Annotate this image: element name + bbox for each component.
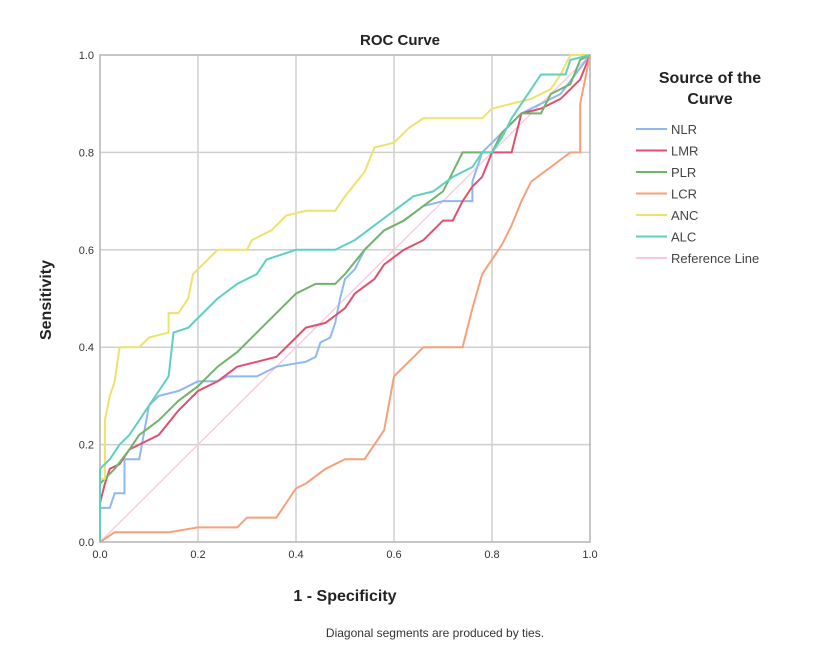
roc-line-alc <box>99 54 591 542</box>
x-tick-label: 0.4 <box>288 549 303 561</box>
legend: Source of the Curve NLR LMR PLR LCR ANC ALC Refe… <box>636 70 761 266</box>
plot-frame <box>99 54 591 543</box>
legend-item-label: ANC <box>671 208 698 223</box>
legend-item-label: Reference Line <box>671 251 759 266</box>
legend-title: Source of the <box>659 70 761 87</box>
legend-item-label: LCR <box>671 187 697 202</box>
x-tick-label: 0.2 <box>190 549 205 561</box>
y-tick-label: 0.6 <box>79 245 94 257</box>
legend-item-label: LMR <box>671 144 698 159</box>
roc-line-lmr <box>99 54 591 542</box>
y-tick-label: 0.4 <box>79 342 94 354</box>
x-tick-label: 1.0 <box>582 549 597 561</box>
legend-title: Curve <box>687 91 732 108</box>
legend-item-label: PLR <box>671 165 696 180</box>
y-tick-label: 0.8 <box>79 147 94 159</box>
roc-line-reference-line <box>99 54 591 543</box>
y-tick-label: 0.2 <box>79 440 94 452</box>
x-tick-label: 0.0 <box>92 549 107 561</box>
roc-line-lcr <box>99 54 591 543</box>
y-tick-label: 1.0 <box>79 50 94 62</box>
roc-line-anc <box>99 54 590 542</box>
y-axis-label: Sensitivity <box>38 260 55 340</box>
roc-line-plr <box>99 54 591 542</box>
x-axis-label: 1 - Specificity <box>293 588 396 605</box>
x-tick-label: 0.6 <box>386 549 401 561</box>
y-tick-label: 0.0 <box>79 537 94 549</box>
legend-item-label: ALC <box>671 230 696 245</box>
legend-item-label: NLR <box>671 122 697 137</box>
x-tick-label: 0.8 <box>484 549 499 561</box>
footnote: Diagonal segments are produced by ties. <box>326 626 544 640</box>
chart-title: ROC Curve <box>360 32 440 49</box>
